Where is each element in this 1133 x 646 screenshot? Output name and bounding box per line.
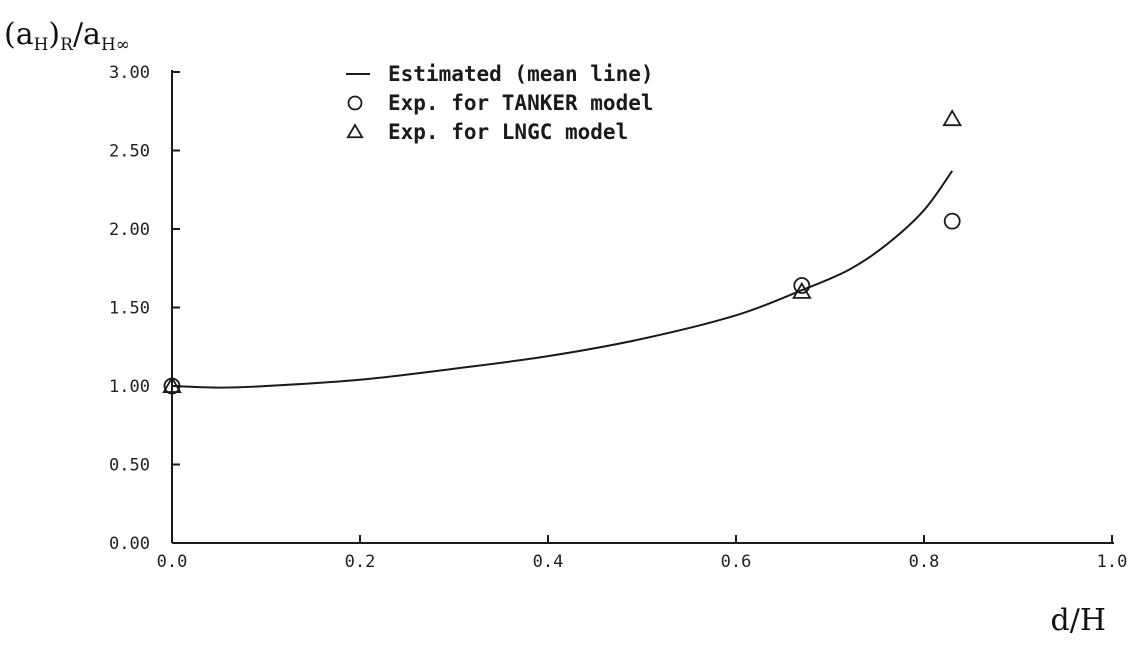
y-tick-label: 0.50: [109, 456, 150, 476]
y-label-subscript: H: [34, 35, 49, 55]
legend-label: Estimated (mean line): [388, 62, 654, 86]
data-point-tanker: [793, 277, 811, 294]
y-label-subscript: H∞: [101, 35, 130, 55]
y-tick-label: 0.00: [109, 534, 150, 554]
data-point-lngc: [942, 109, 963, 127]
y-tick-label: 1.50: [109, 299, 150, 319]
legend-label: Exp. for LNGC model: [388, 120, 628, 144]
labels: (aH)R/aH∞ d/H: [4, 17, 1106, 638]
x-axis-label: d/H: [1051, 603, 1106, 638]
y-tick-label: 2.50: [109, 142, 150, 162]
x-tick-label: 0.8: [909, 552, 940, 572]
y-axis-label: (aH)R/aH∞: [4, 17, 130, 55]
x-tick-label: 0.6: [721, 552, 752, 572]
y-label-subscript: R: [60, 35, 74, 55]
y-tick-label: 2.00: [109, 220, 150, 240]
series-line-estimated: [171, 170, 954, 389]
data-point-tanker: [943, 212, 961, 230]
y-label-part: /a: [73, 17, 101, 52]
data-point-lngc: [162, 376, 182, 393]
legend: Estimated (mean line) Exp. for TANKER mod…: [346, 62, 654, 144]
x-tick-label: 1.0: [1097, 552, 1128, 572]
y-tick-label: 1.00: [109, 377, 150, 397]
data-point-lngc: [791, 281, 812, 299]
legend-label: Exp. for TANKER model: [388, 91, 654, 115]
y-tick-label: 3.00: [109, 63, 150, 83]
y-label-part: (a: [4, 17, 34, 52]
x-tick-label: 0.0: [157, 552, 188, 572]
axes: [171, 70, 1114, 544]
y-label-part: ): [48, 17, 60, 52]
series: [162, 109, 963, 395]
ticks: 0.00 0.50 1.00 1.50 2.00 2.50 3.00 0.0 0.2 0.4 0.6…: [109, 63, 1127, 572]
x-tick-label: 0.4: [533, 552, 564, 572]
legend-triangle-symbol: [346, 123, 364, 139]
legend-circle-symbol: [347, 95, 363, 111]
x-tick-label: 0.2: [345, 552, 376, 572]
